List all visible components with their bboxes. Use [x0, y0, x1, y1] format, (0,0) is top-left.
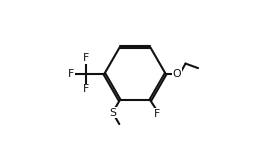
Text: F: F — [154, 109, 160, 119]
Text: O: O — [173, 69, 181, 79]
Text: F: F — [83, 53, 89, 63]
Text: F: F — [68, 69, 74, 79]
Text: S: S — [109, 108, 116, 118]
Text: F: F — [83, 84, 89, 94]
